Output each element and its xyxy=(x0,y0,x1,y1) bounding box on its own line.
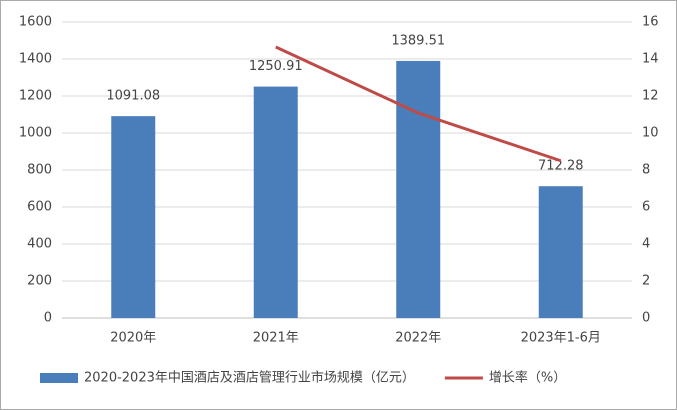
bar xyxy=(253,86,298,318)
y2-tick-label: 0 xyxy=(642,311,650,326)
line xyxy=(275,45,562,163)
x-tick-label: 2022年 xyxy=(395,331,441,346)
data-label: 1250.91 xyxy=(249,59,303,74)
bar xyxy=(538,186,583,318)
x-tick-label: 2021年 xyxy=(253,331,299,346)
legend-label: 增长率（%） xyxy=(489,370,566,386)
y-tick-label: 600 xyxy=(27,200,52,215)
legend-label: 2020-2023年中国酒店及酒店管理行业市场规模（亿元） xyxy=(84,370,415,386)
bar xyxy=(111,116,156,318)
y2-tick-label: 8 xyxy=(642,163,650,178)
y2-tick-label: 16 xyxy=(642,15,659,30)
y-tick-label: 1000 xyxy=(19,126,52,141)
y2-tick-label: 4 xyxy=(642,237,650,252)
y-tick-label: 1200 xyxy=(19,89,52,104)
legend-swatch xyxy=(40,373,78,383)
y-tick-label: 800 xyxy=(27,163,52,178)
y2-tick-label: 14 xyxy=(642,52,659,67)
y-tick-label: 400 xyxy=(27,237,52,252)
y-tick-label: 0 xyxy=(44,311,52,326)
data-label: 712.28 xyxy=(538,159,584,174)
y2-tick-label: 10 xyxy=(642,126,659,141)
y-tick-label: 1400 xyxy=(19,52,52,67)
x-tick-label: 2023年1-6月 xyxy=(521,331,601,346)
y2-tick-label: 6 xyxy=(642,200,650,215)
data-label: 1091.08 xyxy=(106,89,160,104)
y2-tick-label: 12 xyxy=(642,89,659,104)
y-tick-label: 200 xyxy=(27,274,52,289)
y2-tick-label: 2 xyxy=(642,274,650,289)
data-label: 1389.51 xyxy=(391,33,445,48)
y-tick-label: 1600 xyxy=(19,15,52,30)
x-tick-label: 2020年 xyxy=(110,331,156,346)
bar xyxy=(396,60,441,319)
